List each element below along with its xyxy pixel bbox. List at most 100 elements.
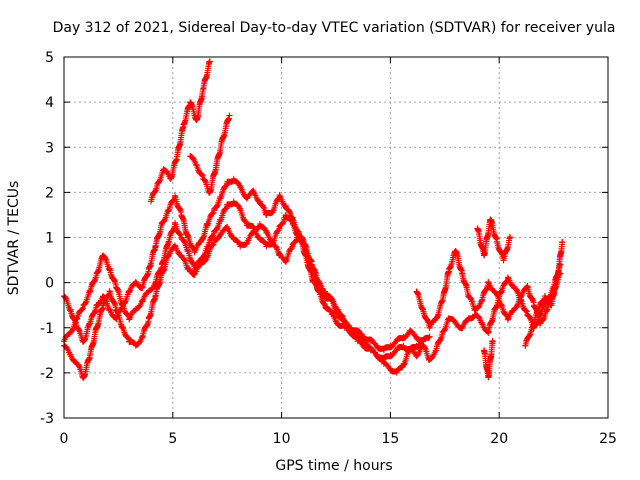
data-point xyxy=(524,284,531,291)
data-point xyxy=(367,338,374,345)
data-point xyxy=(374,351,381,358)
data-point xyxy=(459,270,466,277)
data-point xyxy=(237,243,244,250)
data-point xyxy=(180,121,187,128)
data-point xyxy=(126,288,133,295)
data-point xyxy=(269,207,276,214)
data-point xyxy=(187,99,194,106)
data-point xyxy=(517,297,524,304)
data-point xyxy=(263,229,270,236)
data-point xyxy=(211,207,218,214)
data-point xyxy=(494,239,501,246)
data-point xyxy=(126,338,133,345)
data-point xyxy=(152,293,159,300)
data-point xyxy=(113,284,120,291)
data-point xyxy=(433,347,440,354)
series-4 xyxy=(148,58,213,205)
data-point xyxy=(211,239,218,246)
data-point xyxy=(243,193,250,200)
y-tick-label: 3 xyxy=(45,140,54,156)
data-point xyxy=(491,288,498,295)
data-point xyxy=(250,229,257,236)
y-tick-label: -2 xyxy=(40,366,54,382)
data-point xyxy=(152,243,159,250)
data-point xyxy=(335,320,342,327)
data-point xyxy=(237,207,244,214)
data-point xyxy=(528,324,535,331)
data-point xyxy=(439,329,446,336)
data-point xyxy=(74,315,81,322)
data-point xyxy=(213,162,220,169)
data-point xyxy=(174,153,181,160)
data-point xyxy=(524,311,531,318)
data-point xyxy=(178,252,185,259)
ticks: 0 5 10 15 20 25 -3 -2 -1 0 1 2 3 4 5 xyxy=(40,50,617,447)
data-point xyxy=(230,198,237,205)
data-point xyxy=(426,324,433,331)
data-point xyxy=(148,198,155,205)
x-tick-label: 5 xyxy=(168,431,177,447)
data-point xyxy=(269,239,276,246)
data-point xyxy=(158,270,165,277)
data-point xyxy=(387,342,394,349)
data-point xyxy=(474,225,481,232)
data-point xyxy=(154,180,161,187)
data-point xyxy=(420,306,427,313)
series-9 xyxy=(522,239,566,349)
data-point xyxy=(167,175,174,182)
data-point xyxy=(165,207,172,214)
data-point xyxy=(263,243,270,250)
data-point xyxy=(191,270,198,277)
data-point xyxy=(380,356,387,363)
data-point xyxy=(485,329,492,336)
data-point xyxy=(446,266,453,273)
data-point xyxy=(361,333,368,340)
data-point xyxy=(548,302,555,309)
data-point xyxy=(132,279,139,286)
data-point xyxy=(119,324,126,331)
data-point xyxy=(74,360,81,367)
data-point xyxy=(491,306,498,313)
data-point xyxy=(200,175,207,182)
data-point xyxy=(400,333,407,340)
data-point xyxy=(480,347,487,354)
data-point xyxy=(165,252,172,259)
data-point xyxy=(387,351,394,358)
data-point xyxy=(193,117,200,124)
data-layer xyxy=(61,58,566,382)
data-point xyxy=(80,338,87,345)
series-2 xyxy=(61,198,427,363)
data-point xyxy=(87,351,94,358)
series-8 xyxy=(474,216,514,264)
data-point xyxy=(256,198,263,205)
data-point xyxy=(67,306,74,313)
y-tick-label: -3 xyxy=(40,411,54,427)
data-point xyxy=(178,234,185,241)
data-point xyxy=(100,252,107,259)
data-point xyxy=(87,288,94,295)
data-point xyxy=(531,302,538,309)
data-point xyxy=(452,248,459,255)
data-point xyxy=(335,311,342,318)
data-point xyxy=(243,239,250,246)
data-point xyxy=(187,153,194,160)
data-point xyxy=(478,297,485,304)
data-point xyxy=(67,329,74,336)
data-point xyxy=(504,275,511,282)
data-point xyxy=(426,356,433,363)
data-point xyxy=(80,374,87,381)
data-point xyxy=(178,211,185,218)
data-point xyxy=(289,243,296,250)
x-tick-label: 0 xyxy=(60,431,69,447)
data-point xyxy=(472,311,479,318)
data-point xyxy=(559,239,566,246)
data-point xyxy=(282,257,289,264)
y-tick-label: 2 xyxy=(45,185,54,201)
data-point xyxy=(93,270,100,277)
data-point xyxy=(387,365,394,372)
data-point xyxy=(354,338,361,345)
x-tick-label: 15 xyxy=(381,431,399,447)
data-point xyxy=(315,279,322,286)
